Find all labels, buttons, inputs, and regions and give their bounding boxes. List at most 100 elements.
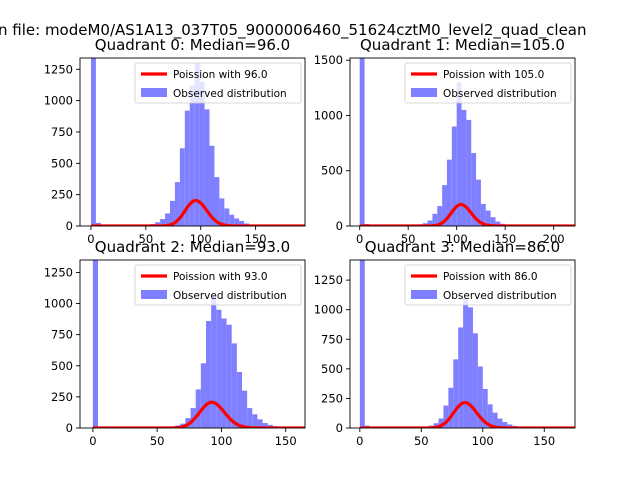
histogram-bar [231,343,237,428]
histogram-bar [497,418,503,428]
histogram-bar [468,307,473,428]
poisson-curve [359,202,575,226]
histogram-bar [165,213,170,226]
histogram-bar [461,109,467,226]
histogram-bar [234,218,240,226]
histogram-bar [236,372,242,428]
panel-quadrant-1: 0 50 100 150 200 0 500 1000 1500 Quadrant 1: Medi… [314,36,576,246]
figure-suptitle: n file: modeM0/AS1A13_037T05_9000006460_… [0,21,587,40]
panel-quadrant-0: 0 50 100 150 0 250 500 750 1000 1250 Quadrant 0: M… [44,36,306,246]
histogram-bar [174,182,180,226]
histogram-bar [170,200,175,226]
histogram-bar [456,82,462,226]
y-tick-label: 1250 [44,62,73,76]
panel-quadrant-2: 0 50 100 150 0 250 500 750 1000 1250 Quadrant 2: M… [44,238,306,448]
x-tick-label: 50 [414,434,429,448]
legend-label: Observed distribution [173,290,287,302]
histogram-bar [485,210,491,226]
x-tick-label: 50 [139,232,154,246]
x-tick-label: 0 [89,434,96,448]
panel-title: Quadrant 3: Median=86.0 [365,238,560,256]
histogram-bar [480,203,486,226]
y-tick-label: 1250 [314,273,343,287]
legend-label: Poission with 105.0 [443,69,544,81]
legend: Poission with 93.0 Observed distribution [134,264,302,306]
histogram-bar [472,333,478,428]
histogram-bar [482,388,488,428]
x-tick-label: 50 [401,232,416,246]
poisson-curve [92,400,305,428]
y-tick-label: 500 [321,164,343,178]
histogram-bar [437,206,443,226]
x-tick-label: 0 [87,232,94,246]
x-tick-label: 0 [356,232,363,246]
y-tick-label: 250 [51,390,73,404]
x-tick-label: 0 [356,434,363,448]
y-tick-label: 500 [51,359,73,373]
legend-label: Poission with 86.0 [443,271,538,283]
histogram-bar [199,81,205,226]
panel-quadrant-3: 0 50 100 150 0 250 500 750 1000 1250 Quadrant 3: M… [314,238,576,448]
y-tick-label: 1250 [44,265,73,279]
axes-frame [349,57,576,227]
histogram-bar [92,260,98,428]
histogram-bar [160,219,166,226]
histogram-bar [502,422,508,428]
x-tick-label: 100 [210,434,232,448]
legend-label: Observed distribution [443,88,557,100]
histogram-bar [359,58,365,226]
axes-frame [349,259,576,429]
y-tick-label: 250 [321,391,343,405]
plot-area [359,58,575,226]
y-tick-label: 0 [336,421,343,435]
plot-area [92,260,305,428]
plot-area [359,260,575,428]
histogram-bar [184,110,190,226]
histogram-bar [448,387,454,428]
histogram-bar [204,109,210,226]
legend-box [404,264,572,306]
poisson-curve [90,198,305,226]
axes-frame [79,57,306,227]
histogram-bar [476,179,481,226]
legend-box [134,264,302,306]
x-tick-label: 100 [190,232,212,246]
y-tick-label: 750 [321,332,343,346]
histogram-bar [206,320,212,428]
legend-patch-swatch [141,88,167,97]
panel-title: Quadrant 0: Median=96.0 [95,36,290,54]
y-tick-label: 750 [51,125,73,139]
legend-box [404,62,572,104]
legend-label: Poission with 93.0 [173,271,268,283]
histogram-bar [446,159,452,226]
histogram-bar [224,208,230,226]
panel-title: Quadrant 2: Median=93.0 [95,238,290,256]
legend-label: Poission with 96.0 [173,69,268,81]
x-tick-label: 100 [446,232,468,246]
histogram-bar [432,213,438,226]
legend-box [134,62,302,104]
y-tick-label: 1000 [44,297,73,311]
histogram-bar [229,214,235,226]
legend: Poission with 96.0 Observed distribution [134,62,302,104]
axes-frame [79,259,306,429]
histogram-bar [179,148,185,226]
histogram-bar [209,145,215,226]
legend-label: Observed distribution [173,88,287,100]
legend: Poission with 105.0 Observed distribution [404,62,572,104]
histogram-bar [451,126,457,226]
y-tick-label: 1000 [314,108,343,122]
histogram-bar [458,327,464,428]
histogram-bar [466,119,472,226]
legend-label: Observed distribution [443,290,557,302]
y-tick-label: 0 [66,421,73,435]
legend-patch-swatch [411,290,437,299]
histogram-bar [221,318,227,428]
panel-title: Quadrant 1: Median=105.0 [360,36,565,54]
x-tick-label: 100 [472,434,494,448]
histogram-bar [219,198,225,226]
y-tick-label: 1000 [314,303,343,317]
x-tick-label: 150 [275,434,297,448]
